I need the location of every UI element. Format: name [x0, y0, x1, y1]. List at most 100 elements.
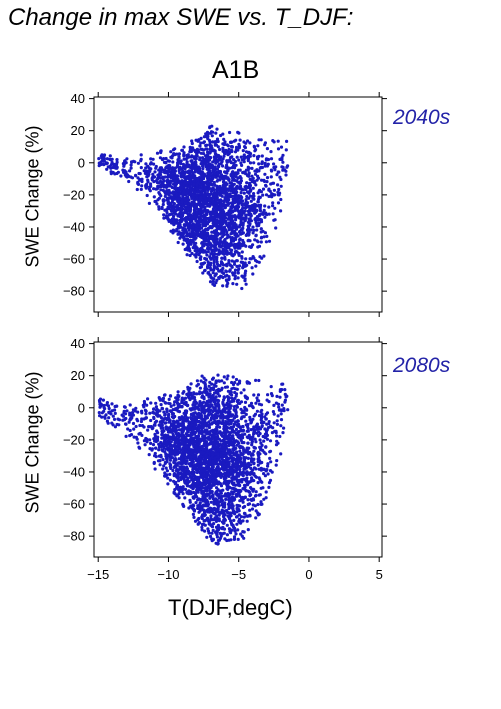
scatter-point [172, 214, 176, 219]
scatter-point [271, 201, 275, 205]
scatter-point [281, 382, 285, 386]
scatter-point [193, 150, 198, 154]
scatter-point [192, 212, 196, 216]
scatter-point [179, 216, 184, 220]
scatter-point [195, 259, 199, 264]
scatter-point [222, 481, 226, 485]
scatter-point [210, 179, 214, 183]
scatter-point [224, 278, 228, 282]
scatter-point [177, 230, 181, 234]
scatter-point [246, 157, 250, 161]
scatter-point [283, 398, 287, 402]
scatter-point [195, 246, 199, 250]
scatter-point [255, 228, 259, 232]
scatter-point [267, 239, 272, 243]
scatter-point [214, 379, 218, 383]
scatter-point [247, 171, 251, 175]
scatter-point [206, 193, 210, 197]
scatter-point [235, 259, 239, 263]
scatter-point [203, 199, 207, 203]
scatter-point [216, 242, 220, 246]
scatter-point [211, 282, 215, 286]
scatter-point [243, 504, 247, 509]
scatter-point [239, 222, 243, 227]
scatter-point [211, 528, 215, 533]
scatter-point [185, 160, 189, 164]
scatter-point [214, 281, 218, 285]
scatter-point [224, 446, 228, 450]
scatter-point [186, 163, 190, 167]
scatter-point [239, 208, 243, 212]
scatter-point [169, 155, 173, 159]
scatter-point [159, 170, 163, 174]
scatter-point [152, 162, 156, 166]
scatter-point [184, 230, 189, 234]
scatter-point [145, 440, 149, 444]
scatter-point [182, 183, 186, 187]
scatter-point [179, 232, 184, 236]
scatter-point [221, 177, 225, 181]
scatter-point [227, 275, 231, 279]
scatter-point [212, 191, 216, 195]
scatter-point [229, 205, 233, 209]
scatter-point [232, 237, 236, 241]
scatter-point [144, 166, 148, 170]
scatter-point [167, 174, 171, 178]
scatter-point [182, 235, 186, 239]
scatter-point [230, 145, 234, 149]
scatter-point [223, 432, 227, 436]
scatter-point [134, 424, 138, 429]
scatter-point [202, 193, 206, 197]
scatter-point [246, 174, 250, 178]
scatter-point [183, 198, 187, 202]
scatter-point [236, 276, 240, 280]
scatter-point [157, 448, 161, 452]
scatter-point [167, 159, 171, 163]
scatter-point [193, 198, 197, 202]
scatter-point [125, 157, 129, 161]
scatter-point [207, 187, 211, 191]
scatter-point [202, 510, 207, 514]
scatter-point [269, 175, 273, 179]
scatter-point [200, 525, 204, 529]
scatter-point [184, 201, 188, 206]
scatter-point [234, 377, 239, 382]
scatter-point [203, 242, 207, 246]
scatter-point [206, 245, 210, 249]
scatter-point [111, 165, 115, 170]
scatter-point [209, 145, 213, 149]
scatter-point [243, 279, 247, 283]
scatter-point [189, 382, 193, 386]
scatter-point [162, 216, 166, 220]
scatter-point [222, 454, 226, 459]
scatter-point [265, 234, 269, 238]
scatter-point [152, 407, 156, 411]
scatter-point [214, 272, 218, 276]
scatter-point [266, 472, 270, 476]
scatter-point [169, 229, 173, 233]
scatter-point [214, 175, 218, 179]
scatter-point [212, 261, 216, 265]
scatter-point [200, 191, 204, 195]
scatter-point [264, 412, 268, 416]
scatter-point [200, 241, 204, 245]
scatter-point [251, 209, 255, 213]
scatter-point [262, 235, 266, 239]
scatter-point [194, 255, 198, 259]
scatter-point [178, 171, 182, 175]
scatter-point [219, 133, 223, 138]
scatter-point [202, 235, 207, 239]
scatter-point [233, 195, 237, 199]
scatter-point [174, 182, 178, 186]
scatter-point [277, 170, 281, 174]
scatter-point [167, 184, 171, 188]
scatter-point [235, 522, 239, 526]
scatter-point [154, 187, 158, 191]
scatter-point [177, 152, 181, 156]
scatter-point [238, 242, 242, 246]
scatter-point [203, 231, 208, 235]
scatter-point [219, 261, 224, 266]
scatter-point [155, 202, 159, 206]
scatter-point [226, 281, 230, 285]
